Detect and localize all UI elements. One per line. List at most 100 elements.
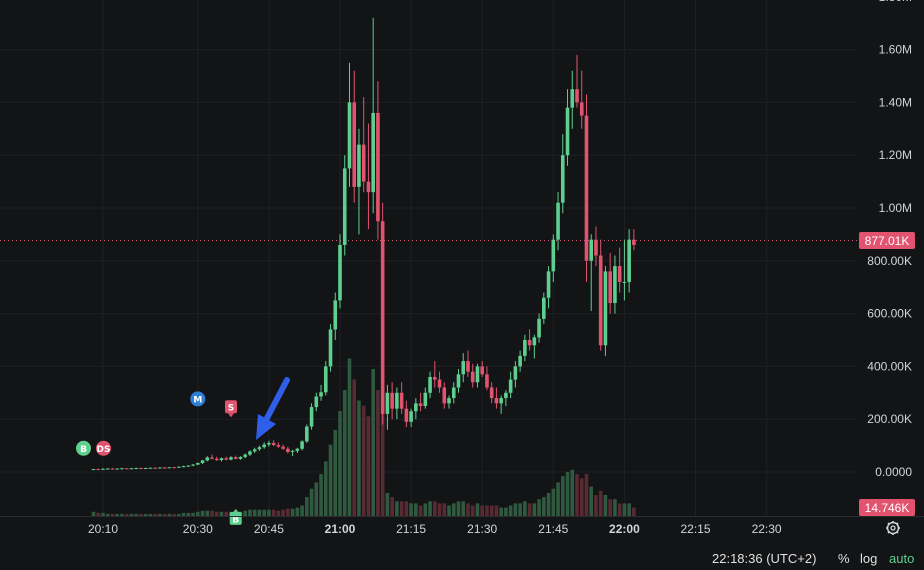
candle-body xyxy=(546,271,551,298)
volume-bar xyxy=(186,512,191,516)
volume-bar xyxy=(352,379,357,516)
candle-body xyxy=(371,112,375,193)
trade-marker: B xyxy=(229,508,242,525)
candle-body xyxy=(110,468,115,470)
volume-bar xyxy=(172,513,176,516)
volume-bar xyxy=(305,497,309,516)
candle-body xyxy=(565,107,570,156)
candle-body xyxy=(627,239,631,282)
candle-body xyxy=(295,448,300,451)
candle-body xyxy=(447,398,451,404)
candle-body xyxy=(570,89,575,108)
volume-bar xyxy=(414,503,418,516)
volume-bar xyxy=(575,474,579,516)
volume-bar xyxy=(475,503,480,516)
candle-body xyxy=(513,366,518,380)
y-tick-label: 1.80M xyxy=(879,0,912,4)
candle-body xyxy=(527,340,532,346)
candle-body xyxy=(456,374,461,388)
candle-body xyxy=(281,446,285,449)
candle-body xyxy=(129,468,134,470)
volume-bar xyxy=(96,512,101,516)
volume-bar xyxy=(504,507,508,516)
candle-body xyxy=(233,457,238,459)
volume-bar xyxy=(537,499,541,516)
candle-body xyxy=(205,457,210,461)
volume-bar xyxy=(323,461,328,516)
volume-bar xyxy=(598,490,603,516)
volume-bar xyxy=(423,503,428,516)
candle-body xyxy=(542,297,546,319)
volume-bar xyxy=(148,513,153,516)
x-tick-label: 20:30 xyxy=(183,522,213,536)
candle-body xyxy=(551,239,556,272)
volume-bar xyxy=(395,501,399,516)
candle-body xyxy=(158,467,162,469)
candle-body xyxy=(101,468,105,470)
volume-bar xyxy=(447,505,451,516)
candle-body xyxy=(271,442,276,446)
candle-body xyxy=(399,392,404,409)
volume-bar xyxy=(281,509,285,516)
trade-marker: S xyxy=(224,400,237,418)
grid xyxy=(0,0,858,516)
candle-body xyxy=(366,181,371,193)
candle-body xyxy=(523,340,527,356)
candle-body xyxy=(148,467,153,469)
candle-body xyxy=(243,454,247,457)
volume-bar xyxy=(627,503,631,516)
volume-bar xyxy=(480,505,484,516)
candle-body xyxy=(267,442,271,445)
trade-marker-label: S xyxy=(228,404,234,414)
volume-bar xyxy=(357,400,361,516)
trade-marker-label: B xyxy=(232,515,239,525)
volume-bar xyxy=(319,474,323,516)
volume-bar xyxy=(290,508,295,516)
volume-bar xyxy=(622,503,627,516)
y-axis: 0.0000 200.00K 400.00K 600.00K 800.00K 1.00M 1… xyxy=(867,0,912,479)
volume-bar xyxy=(390,497,394,516)
volume-bar xyxy=(532,503,537,516)
candle-body xyxy=(333,300,338,330)
volume-bar xyxy=(579,478,584,516)
candle-body xyxy=(470,371,475,383)
percent-toggle[interactable]: % xyxy=(838,551,850,566)
auto-toggle[interactable]: auto xyxy=(889,551,914,566)
volume-bar xyxy=(191,512,195,516)
volume-bar xyxy=(385,492,390,516)
candle-body xyxy=(200,460,205,464)
candle-body xyxy=(428,376,432,393)
volume-bar xyxy=(224,511,229,516)
volume-bar xyxy=(257,509,262,516)
candle-body xyxy=(608,271,612,304)
annotations: B DS M S B xyxy=(75,390,242,525)
candle-body xyxy=(290,450,295,452)
candle-body xyxy=(380,221,385,414)
volume-bar xyxy=(153,513,157,516)
blue-arrow-annotation xyxy=(256,377,290,440)
volume-bar xyxy=(162,513,167,516)
volume-bar xyxy=(120,513,124,516)
candle-body xyxy=(475,366,480,383)
volume-bar xyxy=(105,513,110,516)
volume-bar xyxy=(214,511,219,516)
candle-body xyxy=(494,398,499,404)
candle-body xyxy=(579,102,584,116)
y-tick-label: 1.00M xyxy=(879,201,912,215)
volume-bar xyxy=(338,411,342,516)
volume-tag: 14.746K xyxy=(859,499,915,516)
volume-bar xyxy=(91,511,96,516)
settings-gear-icon[interactable] xyxy=(886,521,900,535)
log-toggle[interactable]: log xyxy=(860,551,877,566)
volume-bar xyxy=(347,358,352,516)
candle-body xyxy=(504,392,508,399)
candle-body xyxy=(134,468,138,470)
volume-bar xyxy=(433,501,437,516)
candle-body xyxy=(395,392,399,409)
candle-body xyxy=(532,337,537,346)
volume-bar xyxy=(437,503,442,516)
candle-body xyxy=(229,457,233,460)
candle-body xyxy=(276,445,281,447)
candles[interactable] xyxy=(91,17,636,471)
